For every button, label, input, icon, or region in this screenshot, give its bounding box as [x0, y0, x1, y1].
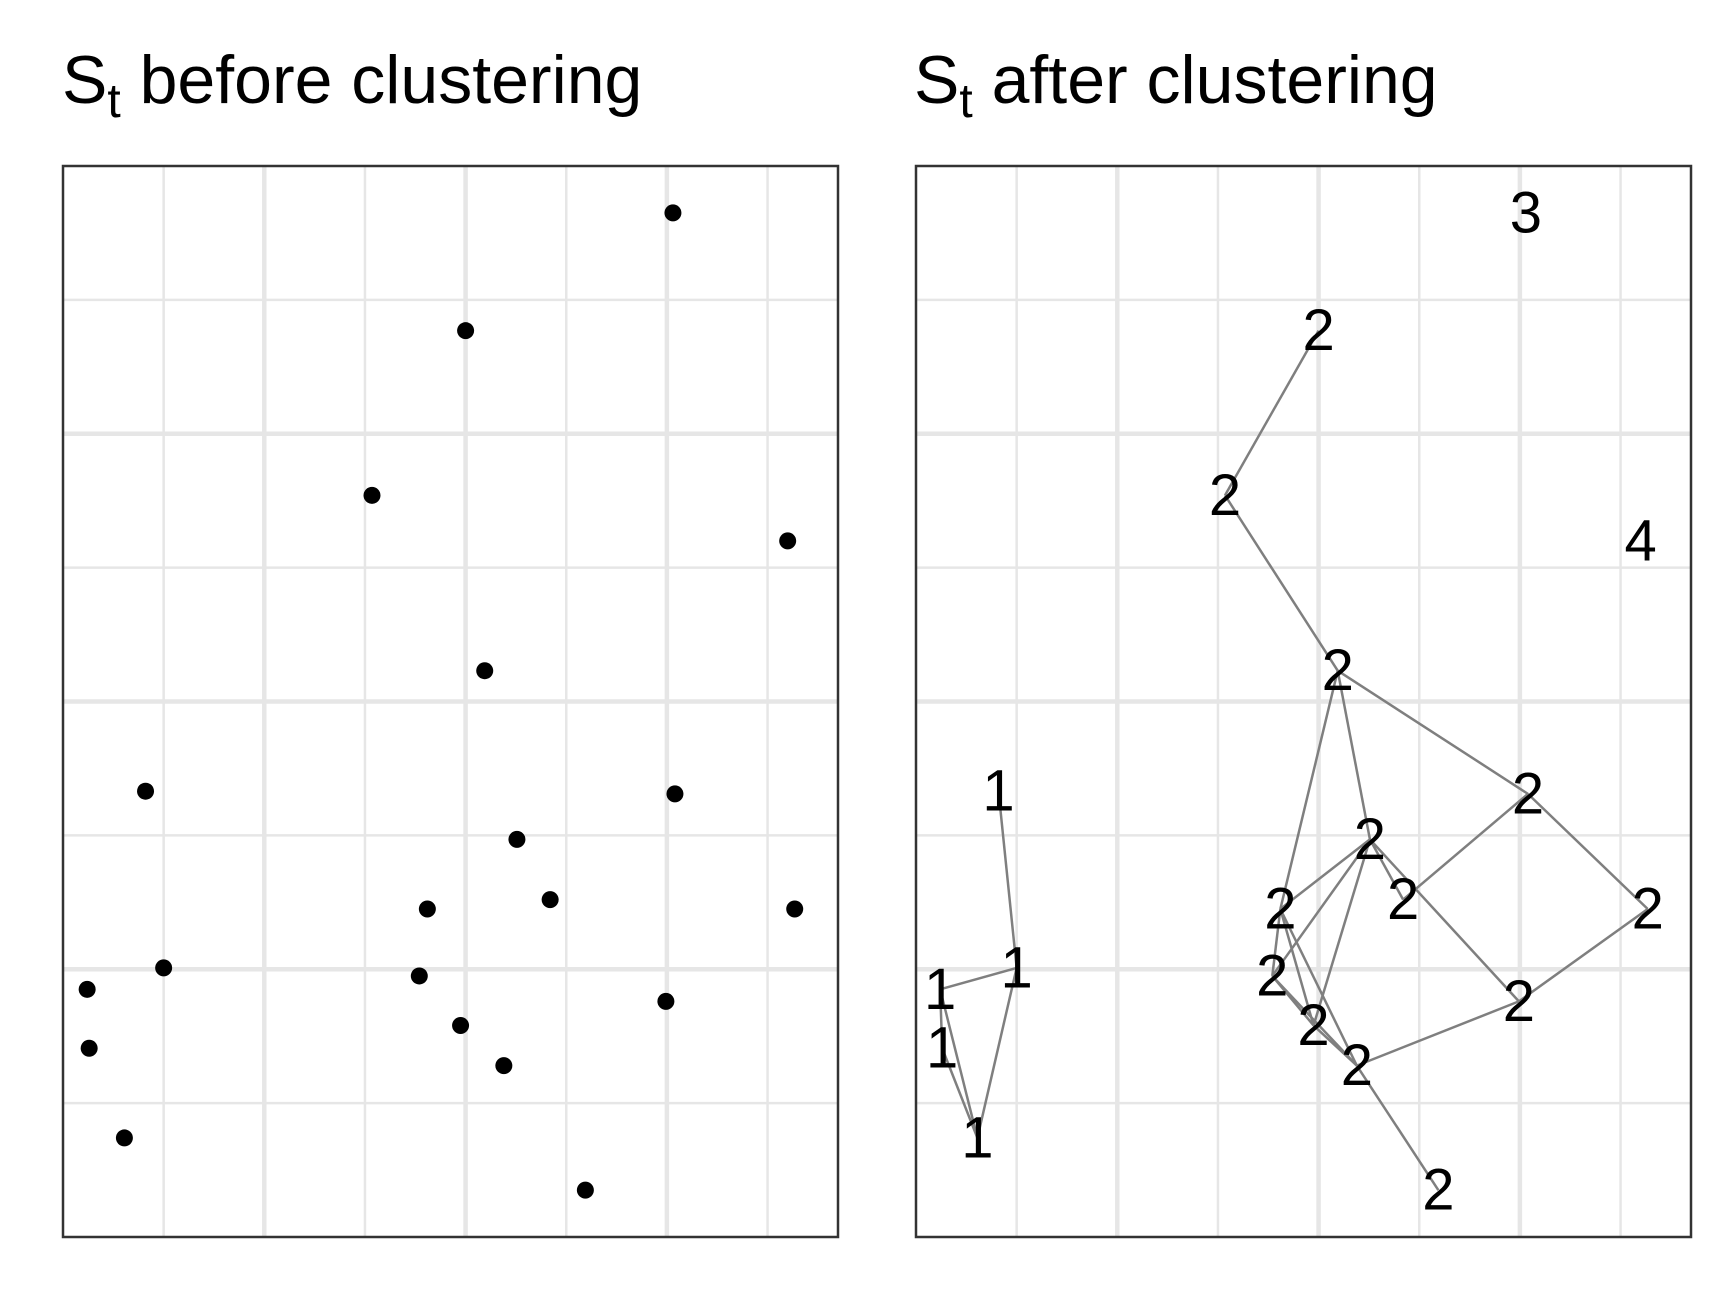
cluster-edge — [1279, 838, 1371, 910]
cluster-edge — [1355, 1064, 1440, 1191]
data-point — [666, 785, 684, 803]
data-point — [418, 900, 436, 918]
panel-right-edges — [938, 330, 1649, 1191]
cluster-edge — [1279, 670, 1339, 910]
cluster-label: 2 — [1503, 969, 1535, 1034]
data-point — [457, 322, 475, 340]
cluster-label: 2 — [1264, 877, 1296, 942]
cluster-edge — [1402, 792, 1529, 901]
data-point — [664, 204, 682, 222]
data-point — [137, 782, 155, 800]
cluster-label: 2 — [1256, 943, 1288, 1008]
cluster-label: 2 — [1422, 1158, 1454, 1223]
cluster-edge — [1337, 669, 1529, 795]
data-point — [541, 891, 559, 909]
cluster-edge — [1518, 907, 1649, 1003]
cluster-edge — [1223, 494, 1339, 672]
cluster-label: 1 — [982, 759, 1014, 824]
cluster-label: 1 — [961, 1105, 993, 1170]
cluster-label: 1 — [924, 957, 956, 1022]
data-point — [78, 980, 96, 998]
cluster-edge — [938, 989, 944, 1049]
data-point — [80, 1039, 98, 1057]
cluster-edge — [1527, 792, 1649, 910]
cluster-edge — [1271, 838, 1371, 977]
data-point — [363, 486, 381, 504]
panel-left-grid — [63, 166, 838, 1237]
cluster-label: 2 — [1209, 463, 1241, 528]
cluster-edge — [938, 989, 979, 1139]
panel-left-title: St before clustering — [62, 42, 642, 128]
cluster-edge — [1368, 838, 1405, 901]
cluster-label: 2 — [1302, 298, 1334, 363]
panel-left-points — [78, 204, 804, 1199]
panel-right-title: St after clustering — [914, 42, 1438, 128]
cluster-label: 2 — [1297, 993, 1329, 1058]
cluster-edge — [1356, 1000, 1520, 1067]
cluster-label: 3 — [1510, 180, 1542, 245]
cluster-edge — [1271, 975, 1358, 1067]
cluster-label: 2 — [1387, 867, 1419, 932]
cluster-label: 2 — [1341, 1033, 1373, 1098]
cluster-edge — [1369, 838, 1520, 1003]
cluster-edge — [1312, 1024, 1358, 1067]
cluster-edge — [939, 966, 1017, 991]
cluster-edge — [1279, 908, 1315, 1026]
data-point — [786, 900, 804, 918]
cluster-label: 4 — [1625, 508, 1657, 573]
data-point — [576, 1181, 594, 1199]
cluster-label: 1 — [926, 1016, 958, 1081]
cluster-edge — [941, 1047, 979, 1139]
data-point — [476, 662, 494, 680]
data-point — [410, 967, 428, 985]
panel-right-grid — [916, 166, 1691, 1237]
cluster-edge — [1271, 908, 1282, 977]
data-point — [115, 1129, 133, 1147]
data-point — [657, 992, 675, 1010]
cluster-label: 2 — [1354, 807, 1386, 872]
data-point — [779, 532, 797, 550]
cluster-edge — [976, 967, 1018, 1139]
data-point — [155, 959, 173, 977]
cluster-label: 2 — [1512, 761, 1544, 826]
cluster-edge — [1279, 908, 1358, 1067]
cluster-edge — [1336, 670, 1372, 840]
cluster-edge — [1223, 330, 1320, 496]
cluster-label: 1 — [1001, 935, 1033, 1000]
cluster-edge — [997, 791, 1018, 969]
panel-left-border — [61, 164, 840, 1239]
data-point — [508, 830, 526, 848]
data-point — [495, 1057, 513, 1075]
panel-right-border — [914, 164, 1693, 1239]
cluster-label: 2 — [1322, 638, 1354, 703]
panel-left: St before clustering — [61, 42, 840, 1239]
data-point — [452, 1016, 470, 1034]
cluster-label: 2 — [1632, 877, 1664, 942]
